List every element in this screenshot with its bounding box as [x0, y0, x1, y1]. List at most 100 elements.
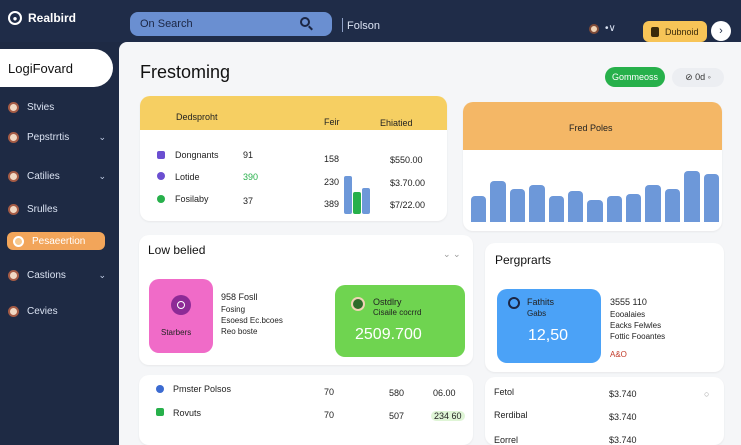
chart-bar[interactable]: [703, 174, 719, 222]
chevron-down-icon: ⌄: [98, 170, 106, 181]
summary-table-header: [140, 96, 447, 130]
row-icon: [157, 151, 165, 159]
chart-bar[interactable]: [664, 188, 681, 222]
sidebar-item-castions[interactable]: Castions ⌄: [8, 266, 110, 284]
pergprarts-card: Pergprarts Fathits Gabs 12,50 3555 110 E…: [485, 243, 724, 372]
table-cell: Dongnants: [175, 150, 219, 160]
chevron-down-icon: ⌄: [98, 269, 106, 280]
srulles-icon: [8, 203, 19, 215]
list-item[interactable]: Rovuts: [173, 408, 202, 418]
mini-bar: [344, 175, 352, 214]
table-cell: $7/22.00: [390, 200, 426, 210]
chart-bar[interactable]: [645, 184, 661, 222]
brand-pill[interactable]: LogiFovard: [0, 49, 113, 87]
sidebar-item-label: Srulles: [27, 203, 58, 215]
stvies-icon: [8, 101, 19, 113]
row-icon: [157, 172, 165, 180]
sidebar-item-pepstrrtis[interactable]: Pepstrrtis ⌄: [8, 128, 110, 146]
total-value: $3.740: [609, 389, 637, 399]
column-header: Dedsproht: [176, 112, 218, 122]
totals-card: Fetol $3.740 ○ Rerdibal $3.740 Eorrel $3…: [485, 377, 724, 445]
table-cell: 390: [243, 172, 259, 182]
pesaeertion-icon: [13, 235, 24, 247]
primary-action-button[interactable]: Gommeoss: [605, 67, 665, 87]
table-cell: 389: [324, 199, 340, 209]
sidebar-item-cevies[interactable]: Cevies: [8, 302, 110, 320]
main-content: Frestoming Gommeoss ⊘ 0d ◦ Dedsproht Fei…: [119, 42, 741, 445]
table-cell: Lotide: [175, 172, 200, 182]
bar-chart: [471, 160, 719, 222]
tile-value: 2509.700: [355, 326, 422, 343]
chart-bar[interactable]: [684, 171, 700, 222]
pink-feature-tile[interactable]: Starbers: [149, 279, 213, 353]
total-label: Rerdibal: [494, 410, 528, 420]
user-avatar[interactable]: [589, 24, 599, 34]
sidebar-item-label: Catilies: [27, 170, 60, 182]
avatar: [351, 297, 365, 311]
sidebar-item-label: Castions: [27, 269, 66, 281]
list-card: Pmster Polsos 70 580 06.00 Rovuts 70 507…: [139, 375, 473, 445]
chevron-down-icon: ⌄: [98, 131, 106, 142]
chart-bar[interactable]: [471, 195, 487, 222]
detail-line: Reo boste: [221, 327, 258, 336]
detail-line: 958 Fosll: [221, 292, 258, 302]
detail-line: Eooalaies: [610, 310, 646, 319]
sidebar-item-srulles[interactable]: Srulles: [8, 200, 110, 218]
search-input[interactable]: On Search: [130, 12, 332, 36]
chart-bar[interactable]: [606, 195, 623, 222]
feature-icon: [171, 295, 191, 315]
bar-chart-title: Fred Poles: [569, 123, 613, 133]
next-button[interactable]: ›: [711, 21, 731, 41]
sidebar-item-catilies[interactable]: Catilies ⌄: [8, 167, 110, 185]
mini-bar: [362, 187, 370, 214]
table-cell: 158: [324, 154, 340, 164]
list-value: 234 60: [431, 411, 465, 421]
filter-pill[interactable]: ⊘ 0d ◦: [672, 68, 724, 87]
green-value-tile[interactable]: Ostdlry Cisaile cocrrd 2509.700: [335, 285, 465, 357]
search-placeholder: On Search: [140, 18, 193, 30]
tile-subtitle: Cisaile cocrrd: [373, 308, 422, 317]
chart-bar[interactable]: [548, 195, 564, 222]
status-badge: A&O: [610, 350, 627, 359]
upgrade-button[interactable]: Dubnoid: [643, 21, 707, 42]
list-item[interactable]: Pmster Polsos: [173, 384, 232, 394]
app-logo[interactable]: ● Realbird: [8, 11, 76, 25]
chart-bar[interactable]: [490, 181, 506, 222]
bar-chart-header: [463, 102, 722, 150]
list-value: 580: [389, 388, 405, 398]
detail-line: Eacks Felwles: [610, 321, 662, 330]
sidebar-item-label: Pepstrrtis: [27, 131, 70, 143]
logo-icon: ●: [8, 11, 22, 25]
chart-bar[interactable]: [567, 191, 584, 222]
bar-chart-card: Fred Poles: [463, 102, 722, 231]
sidebar-item-label: Stvies: [27, 101, 55, 113]
tile-value: 12,50: [528, 327, 569, 344]
sidebar-item-stvies[interactable]: Stvies: [8, 98, 110, 116]
table-cell: Fosilaby: [175, 194, 209, 204]
total-label: Fetol: [494, 387, 515, 397]
user-menu-chevron[interactable]: •∨: [605, 23, 616, 34]
chart-bar[interactable]: [626, 194, 642, 222]
sidebar: LogiFovard Stvies Pepstrrtis ⌄ Catilies …: [0, 42, 119, 445]
sidebar-item-pesaeertion[interactable]: Pesaeertion: [7, 232, 105, 250]
table-cell: $550.00: [390, 155, 423, 165]
sidebar-item-label: Pesaeertion: [32, 235, 86, 247]
blue-value-tile[interactable]: Fathits Gabs 12,50: [497, 289, 601, 363]
card-title: Pergprarts: [495, 253, 552, 267]
chart-bar[interactable]: [529, 184, 545, 222]
sidebar-item-label: Cevies: [27, 305, 58, 317]
total-value: $3.740: [609, 435, 637, 445]
chart-bar[interactable]: [587, 199, 603, 222]
chart-bar[interactable]: [509, 188, 526, 222]
list-value: 70: [324, 387, 335, 397]
row-icon: [156, 385, 164, 393]
tile-icon: [508, 297, 520, 309]
chevron-down-icon[interactable]: ⌄ ⌄: [443, 249, 461, 259]
column-header: Feir: [324, 117, 340, 127]
summary-table-card: Dedsproht Feir Ehiatied Dongnants 91 158…: [140, 96, 447, 221]
search-icon: [300, 17, 310, 27]
tile-subtitle: Gabs: [527, 309, 547, 318]
top-bar: ● Realbird On Search Folson •∨ Dubnoid ›: [0, 0, 741, 42]
detail-line: Fottic Fooantes: [610, 332, 666, 341]
status-icon[interactable]: ○: [704, 389, 710, 399]
